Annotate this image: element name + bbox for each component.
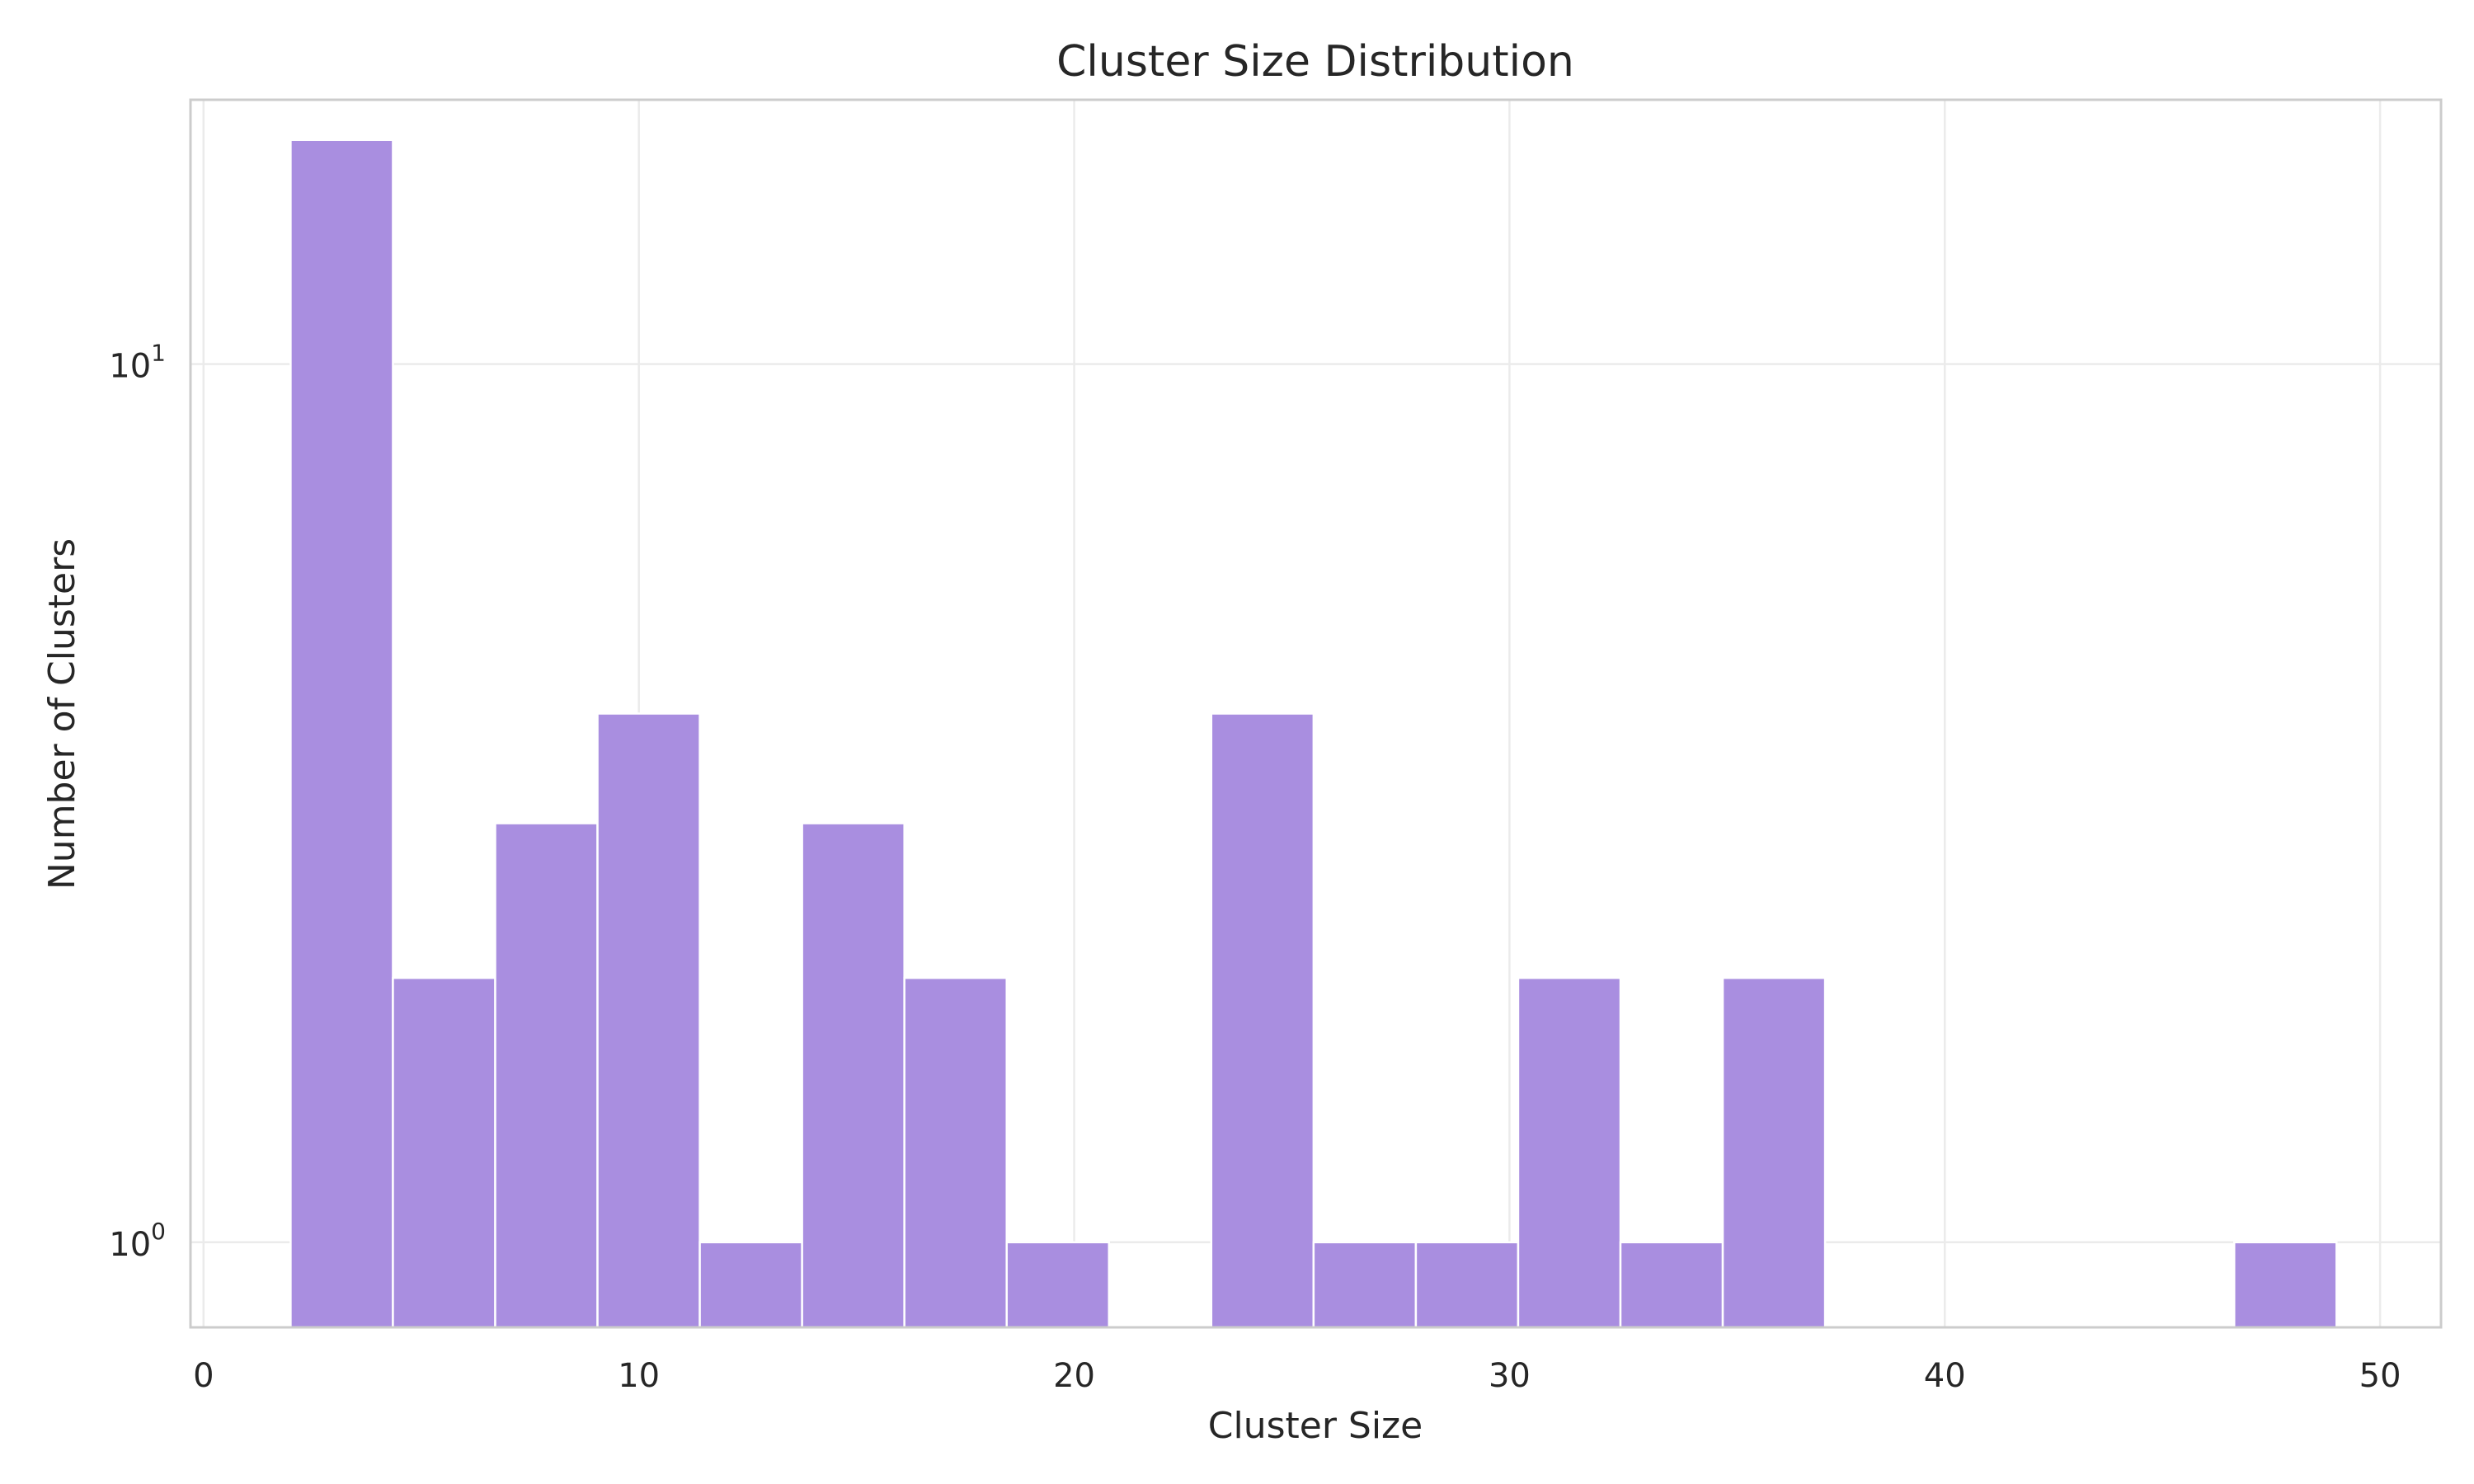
histogram-bar	[494, 822, 599, 1329]
histogram-bar	[698, 1241, 803, 1329]
y-tick-exponent: 0	[151, 1218, 166, 1245]
histogram-bar	[1721, 976, 1827, 1329]
histogram-bar	[2233, 1241, 2338, 1329]
histogram-bar	[1619, 1241, 1724, 1329]
histogram-bar	[1517, 976, 1622, 1329]
y-tick-labels: 100 101	[109, 340, 166, 1264]
x-tick-label: 50	[2359, 1357, 2401, 1395]
histogram-bar	[1414, 1241, 1520, 1329]
chart-title: Cluster Size Distribution	[1056, 37, 1574, 87]
histogram-bar	[392, 976, 496, 1329]
y-axis-label: Number of Clusters	[41, 538, 83, 890]
histogram-bar	[596, 712, 701, 1329]
x-axis-label: Cluster Size	[1208, 1405, 1423, 1447]
x-tick-label: 30	[1489, 1357, 1531, 1395]
histogram-bar	[903, 976, 1008, 1329]
y-tick-exponent: 1	[151, 340, 166, 367]
x-tick-labels: 0 10 20 30 40 50	[193, 1357, 2401, 1395]
x-tick-label: 0	[193, 1357, 214, 1395]
histogram-bar	[801, 822, 905, 1329]
x-tick-label: 40	[1924, 1357, 1966, 1395]
y-tick-label: 100	[109, 1218, 166, 1264]
histogram-bar	[1210, 712, 1315, 1329]
y-tick-label: 101	[109, 340, 166, 386]
histogram-bar	[289, 139, 394, 1329]
x-tick-label: 20	[1053, 1357, 1095, 1395]
bars-layer	[289, 139, 2338, 1329]
histogram-bar	[1312, 1241, 1418, 1329]
histogram-bar	[1005, 1241, 1111, 1329]
x-tick-label: 10	[618, 1357, 660, 1395]
plot-frame	[189, 98, 2443, 1329]
